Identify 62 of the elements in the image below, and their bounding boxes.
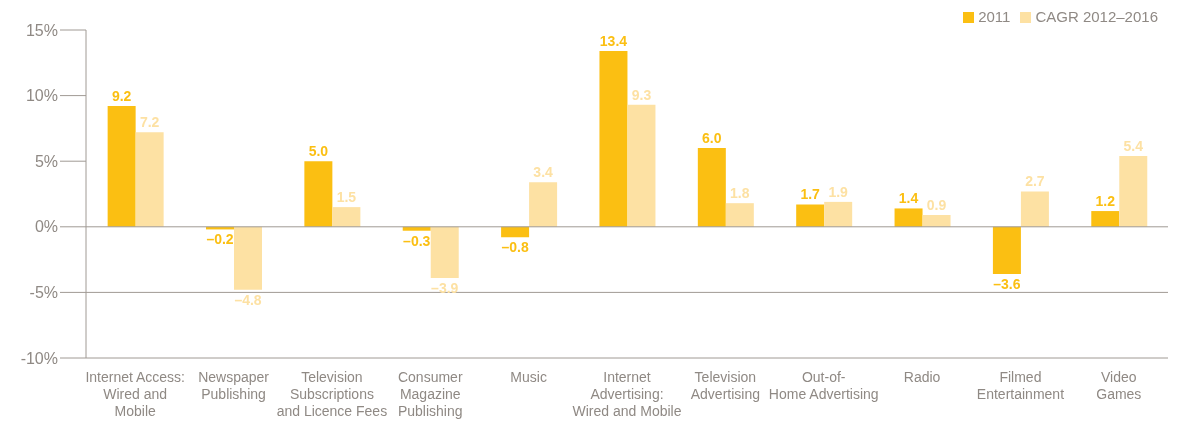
data-label: –4.8 xyxy=(234,291,262,308)
bar xyxy=(501,226,530,238)
data-label: 9.3 xyxy=(631,86,652,103)
y-tick-label: 15% xyxy=(25,21,58,39)
data-label: 1.5 xyxy=(336,189,357,206)
x-tick-label: Filmed Entertainment xyxy=(976,369,1065,402)
data-label: –0.3 xyxy=(403,232,431,249)
x-tick-label: Video Games xyxy=(1096,369,1142,402)
bar xyxy=(697,148,726,227)
bar xyxy=(922,214,951,227)
bar xyxy=(599,50,628,227)
bar xyxy=(430,226,459,278)
data-label: 13.4 xyxy=(599,32,628,49)
data-label: 9.2 xyxy=(111,88,132,105)
data-label: 3.4 xyxy=(533,164,554,181)
x-tick-label: Out-of- Home Advertising xyxy=(768,369,879,402)
x-tick-label: Television Advertising xyxy=(690,369,760,402)
bar xyxy=(725,203,754,227)
data-label: 1.8 xyxy=(730,185,750,202)
bar xyxy=(1020,191,1049,227)
x-tick-label: Newspaper Publishing xyxy=(198,369,270,402)
data-label: –3.6 xyxy=(993,276,1021,293)
legend-label: 2011 xyxy=(978,8,1011,25)
y-tick-label: -10% xyxy=(20,349,58,367)
data-label: 2.7 xyxy=(1025,173,1045,190)
bar xyxy=(304,161,333,227)
bar xyxy=(234,226,262,290)
data-label: –0.8 xyxy=(501,239,529,256)
data-label: –0.2 xyxy=(206,231,234,248)
data-label: 1.9 xyxy=(828,183,849,200)
bar xyxy=(529,182,558,227)
legend-label: CAGR 2012–2016 xyxy=(1035,8,1158,25)
x-tick-label: Radio xyxy=(903,369,941,385)
data-label: –3.9 xyxy=(431,279,459,296)
bar xyxy=(992,226,1021,275)
bar xyxy=(824,201,853,227)
bar xyxy=(402,226,431,231)
data-label: 1.4 xyxy=(898,190,919,207)
data-label: 5.4 xyxy=(1123,137,1144,154)
y-tick-label: -5% xyxy=(29,284,58,302)
bar xyxy=(107,106,136,227)
x-tick-label: Internet Advertising: Wired and Mobile xyxy=(572,369,682,419)
data-label: 0.9 xyxy=(926,196,947,213)
x-tick-label: Music xyxy=(510,369,547,385)
x-tick-label: Internet Access: Wired and Mobile xyxy=(85,369,185,419)
y-tick-label: 10% xyxy=(25,87,58,105)
data-label: 6.0 xyxy=(702,130,722,147)
bar xyxy=(796,204,825,227)
bar xyxy=(894,208,923,227)
data-label: 1.2 xyxy=(1095,193,1116,210)
y-tick-label: 5% xyxy=(34,152,58,170)
data-label: 5.0 xyxy=(308,143,329,160)
data-label: 1.7 xyxy=(800,186,821,203)
bar xyxy=(135,132,164,227)
x-tick-label: Consumer Magazine Publishing xyxy=(397,369,463,419)
x-tick-label: Television Subscriptions and Licence Fees xyxy=(276,369,388,419)
bar xyxy=(1119,155,1148,227)
bar xyxy=(1091,211,1120,227)
bar xyxy=(627,104,656,227)
bar xyxy=(332,207,361,227)
y-tick-label: 0% xyxy=(34,218,58,236)
data-label: 7.2 xyxy=(139,114,160,131)
